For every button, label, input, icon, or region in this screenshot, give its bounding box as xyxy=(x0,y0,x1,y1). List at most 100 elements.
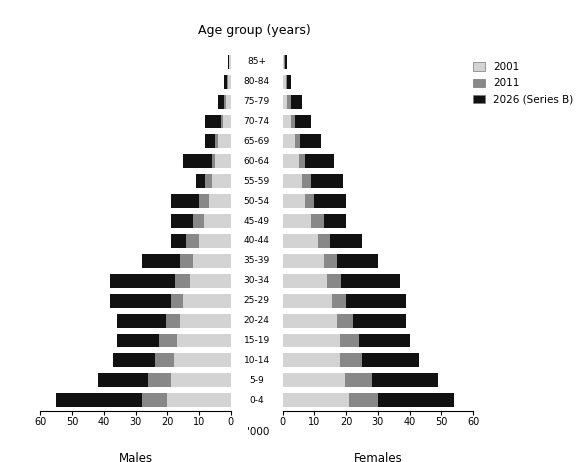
Bar xyxy=(283,314,406,328)
Bar xyxy=(205,134,231,148)
Bar xyxy=(283,55,287,69)
Bar xyxy=(283,95,291,109)
Bar xyxy=(224,95,231,109)
Bar xyxy=(183,294,231,308)
Text: 50-54: 50-54 xyxy=(243,197,270,206)
Bar xyxy=(171,373,231,387)
Bar xyxy=(186,234,231,248)
Bar xyxy=(283,294,406,308)
Bar xyxy=(227,75,231,89)
Bar xyxy=(212,174,231,188)
Bar xyxy=(226,95,231,109)
Text: 15-19: 15-19 xyxy=(243,336,270,345)
Bar xyxy=(283,274,400,288)
Bar xyxy=(183,154,231,168)
Text: 45-49: 45-49 xyxy=(243,217,270,225)
Bar xyxy=(283,234,362,248)
Text: 80-84: 80-84 xyxy=(243,77,270,86)
Bar xyxy=(189,274,231,288)
Bar xyxy=(218,95,231,109)
Bar xyxy=(283,154,299,168)
Text: 40-44: 40-44 xyxy=(244,237,269,245)
Bar xyxy=(283,274,342,288)
Bar xyxy=(283,194,346,208)
Bar xyxy=(224,75,231,89)
Text: 85+: 85+ xyxy=(248,57,266,66)
Bar xyxy=(212,154,231,168)
Bar xyxy=(98,373,231,387)
Bar xyxy=(283,373,344,387)
Bar xyxy=(199,234,231,248)
Bar xyxy=(205,115,231,128)
Bar xyxy=(283,75,287,89)
Bar xyxy=(56,393,231,407)
Bar xyxy=(209,194,231,208)
Bar xyxy=(196,174,231,188)
X-axis label: Males: Males xyxy=(118,452,153,462)
Bar xyxy=(283,115,312,128)
Bar xyxy=(175,274,231,288)
Bar xyxy=(222,115,231,128)
Bar xyxy=(283,194,305,208)
Bar xyxy=(171,294,231,308)
Bar xyxy=(283,115,295,128)
Bar xyxy=(223,115,231,128)
Bar xyxy=(174,353,231,367)
Bar xyxy=(142,254,231,268)
Text: 10-14: 10-14 xyxy=(243,356,270,365)
Bar xyxy=(171,214,231,228)
Bar xyxy=(227,75,231,89)
Bar xyxy=(283,234,317,248)
Bar xyxy=(283,353,362,367)
Bar xyxy=(283,314,353,328)
Bar xyxy=(283,334,359,347)
Text: 35-39: 35-39 xyxy=(243,256,270,265)
Bar xyxy=(283,154,334,168)
Bar xyxy=(283,234,330,248)
Bar xyxy=(283,334,410,347)
Bar xyxy=(283,373,372,387)
Bar xyxy=(283,134,300,148)
Bar xyxy=(117,334,231,347)
Bar xyxy=(283,393,350,407)
Bar xyxy=(180,254,231,268)
Text: 60-64: 60-64 xyxy=(243,157,270,166)
Bar xyxy=(110,294,231,308)
Text: '000: '000 xyxy=(247,427,269,438)
Bar xyxy=(204,214,231,228)
Text: 20-24: 20-24 xyxy=(244,316,269,325)
Bar xyxy=(283,75,291,89)
Bar xyxy=(171,194,231,208)
Bar xyxy=(205,174,231,188)
Bar xyxy=(155,353,231,367)
Bar xyxy=(193,254,231,268)
Bar xyxy=(283,393,454,407)
Text: 55-59: 55-59 xyxy=(243,177,270,186)
Bar xyxy=(117,314,231,328)
Bar xyxy=(227,55,231,69)
Bar xyxy=(283,214,324,228)
Text: 0-4: 0-4 xyxy=(249,396,264,405)
Text: 25-29: 25-29 xyxy=(243,296,270,305)
Bar xyxy=(283,294,346,308)
Bar xyxy=(142,393,231,407)
Bar xyxy=(166,314,231,328)
Bar xyxy=(283,75,286,89)
Bar xyxy=(167,393,231,407)
Text: 65-69: 65-69 xyxy=(243,137,270,146)
Bar xyxy=(283,373,439,387)
Bar xyxy=(283,134,295,148)
Text: 70-74: 70-74 xyxy=(243,117,270,126)
Bar xyxy=(283,95,302,109)
Bar xyxy=(113,353,231,367)
Bar xyxy=(283,174,343,188)
Bar xyxy=(215,154,231,168)
Bar xyxy=(199,194,231,208)
Bar xyxy=(148,373,231,387)
Bar xyxy=(283,294,332,308)
Bar xyxy=(159,334,231,347)
Bar xyxy=(283,334,340,347)
Bar xyxy=(283,393,378,407)
Bar xyxy=(283,314,337,328)
Bar xyxy=(171,234,231,248)
